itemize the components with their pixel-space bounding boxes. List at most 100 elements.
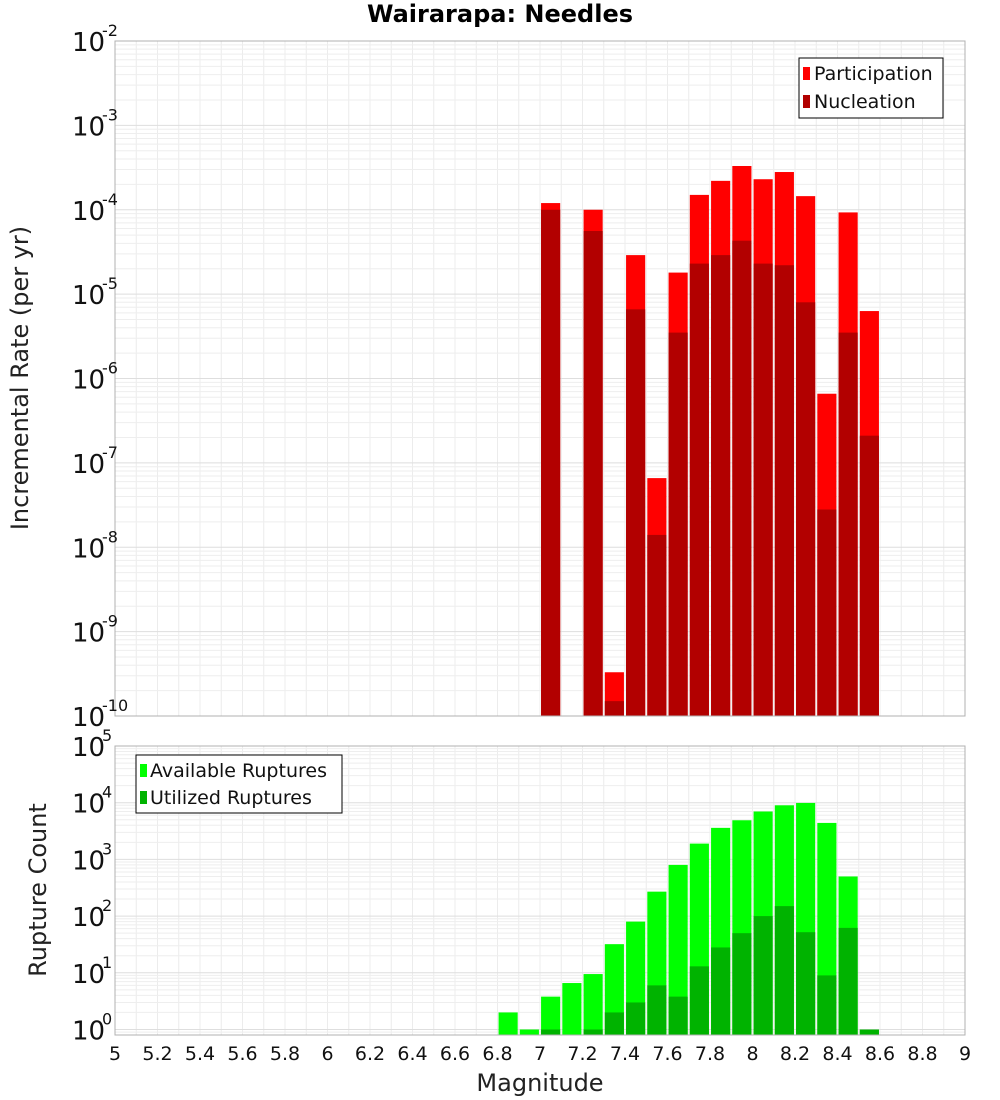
available-ruptures-bar (604, 944, 624, 1035)
nucleation-bar (774, 265, 794, 716)
available-ruptures-bar (541, 996, 561, 1035)
nucleation-bar (689, 263, 709, 716)
nucleation-legend-label: Nucleation (814, 91, 916, 113)
rate-y-tick-exponent: -4 (102, 190, 118, 209)
rate-y-tick-exponent: -8 (102, 527, 118, 546)
rate-y-tick-exponent: -3 (102, 105, 118, 124)
available-legend-swatch (140, 764, 147, 777)
count-y-tick-label: 10 (72, 1017, 105, 1047)
rate-y-tick-label: 10 (72, 534, 105, 564)
utilized-ruptures-bar (541, 1029, 561, 1035)
x-tick-label: 6.2 (355, 1043, 385, 1065)
rate-y-tick-exponent: -9 (102, 612, 118, 631)
x-ticks: 5 5.2 5.4 5.6 5.8 6 6.2 6.4 6.6 6.8 7 7.2 7.4 7.6 7.8 8… (109, 1043, 971, 1065)
participation-legend-label: Participation (814, 63, 933, 85)
rate-y-tick-label: 10 (72, 112, 105, 142)
x-tick-label: 5.2 (142, 1043, 172, 1065)
nucleation-bar (859, 435, 879, 716)
count-legend: Available Ruptures Utilized Ruptures (135, 754, 343, 814)
rate-y-tick-exponent: -2 (102, 21, 118, 40)
rate-plot-border (114, 40, 966, 717)
count-y-tick-exponent: 3 (102, 839, 112, 858)
nucleation-bar (626, 309, 646, 716)
rate-y-tick-exponent: -6 (102, 359, 118, 378)
nucleation-bar (668, 332, 688, 716)
rate-y-tick-exponent: -10 (102, 696, 128, 715)
rate-y-tick-label: 10 (72, 450, 105, 480)
count-y-tick-exponent: 1 (102, 953, 112, 972)
utilized-ruptures-bar (711, 947, 731, 1035)
rate-legend: Participation Nucleation (798, 57, 944, 119)
x-tick-label: 8.8 (907, 1043, 937, 1065)
available-ruptures-bar (562, 983, 582, 1035)
x-tick-label: 5.8 (270, 1043, 300, 1065)
utilized-ruptures-bar (817, 975, 837, 1035)
utilized-ruptures-bar (859, 1029, 879, 1035)
utilized-ruptures-bar (647, 985, 667, 1035)
nucleation-bar (817, 509, 837, 716)
rate-legend-box (798, 57, 944, 119)
count-y-tick-exponent: 5 (102, 726, 112, 745)
available-legend-label: Available Ruptures (150, 760, 327, 782)
rate-y-tick-label: 10 (72, 197, 105, 227)
count-bars (498, 802, 879, 1035)
x-tick-label: 8.6 (865, 1043, 895, 1065)
x-tick-label: 8 (746, 1043, 758, 1065)
available-ruptures-bar (519, 1029, 539, 1035)
rate-y-tick-label: 10 (72, 28, 105, 58)
utilized-legend-swatch (140, 791, 147, 804)
count-y-tick-label: 10 (72, 733, 105, 763)
x-tick-label: 6.6 (440, 1043, 470, 1065)
nucleation-bar (583, 230, 603, 716)
nucleation-bar (838, 332, 858, 716)
nucleation-bar (604, 701, 624, 716)
utilized-ruptures-bar (668, 996, 688, 1035)
rate-y-tick-label: 10 (72, 281, 105, 311)
count-y-tick-label: 10 (72, 790, 105, 820)
rate-grid (114, 40, 966, 717)
x-tick-label: 8.4 (822, 1043, 852, 1065)
count-y-tick-exponent: 0 (102, 1010, 112, 1029)
x-tick-label: 9 (959, 1043, 971, 1065)
x-tick-label: 8.2 (780, 1043, 810, 1065)
rate-y-tick-label: 10 (72, 703, 105, 733)
nucleation-legend-swatch (803, 95, 810, 108)
nucleation-bar (647, 534, 667, 716)
available-ruptures-bar (668, 864, 688, 1035)
rate-y-tick-exponent: -7 (102, 443, 118, 462)
x-tick-label: 7.6 (652, 1043, 682, 1065)
count-y-axis-label: Rupture Count (24, 803, 52, 977)
utilized-ruptures-bar (689, 966, 709, 1035)
x-axis-label: Magnitude (476, 1069, 603, 1097)
utilized-ruptures-bar (753, 916, 773, 1035)
utilized-ruptures-bar (796, 932, 816, 1035)
x-tick-label: 7.2 (567, 1043, 597, 1065)
x-tick-label: 5 (109, 1043, 121, 1065)
count-plot-border (114, 745, 966, 1036)
count-y-tick-label: 10 (72, 960, 105, 990)
utilized-ruptures-bar (626, 1002, 646, 1035)
available-ruptures-bar (498, 1012, 518, 1035)
x-tick-label: 7 (534, 1043, 546, 1065)
x-tick-label: 5.4 (185, 1043, 215, 1065)
x-tick-label: 7.8 (695, 1043, 725, 1065)
x-tick-label: 5.6 (227, 1043, 257, 1065)
nucleation-bar (732, 240, 752, 717)
count-y-tick-label: 10 (72, 846, 105, 876)
utilized-legend-label: Utilized Ruptures (150, 787, 312, 809)
utilized-ruptures-bar (583, 1029, 603, 1035)
count-legend-box (135, 754, 343, 814)
nucleation-bar (711, 255, 731, 716)
participation-legend-swatch (803, 67, 810, 80)
x-tick-label: 6.4 (397, 1043, 427, 1065)
nucleation-bar (541, 209, 561, 716)
utilized-ruptures-bar (732, 933, 752, 1035)
x-tick-label: 6 (321, 1043, 333, 1065)
rate-y-axis-label: Incremental Rate (per yr) (6, 226, 34, 530)
rate-y-tick-label: 10 (72, 366, 105, 396)
